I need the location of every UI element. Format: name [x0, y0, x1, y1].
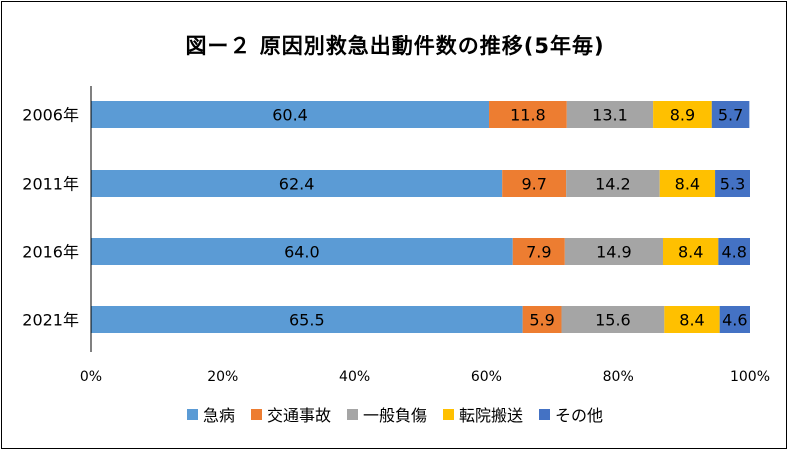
- data-label: 15.6: [595, 311, 631, 330]
- bar-segment: [502, 170, 567, 197]
- chart-title: 図ー２ 原因別救急出動件数の推移(5年毎): [185, 34, 605, 58]
- bar-segment: [718, 238, 750, 265]
- x-tick-label: 0%: [80, 369, 102, 385]
- data-label: 11.8: [510, 106, 546, 125]
- bar-segment: [659, 170, 716, 197]
- legend-item: 一般負傷: [346, 402, 427, 426]
- data-label: 5.7: [718, 106, 743, 125]
- data-label: 60.4: [272, 106, 308, 125]
- bar-segment: [91, 306, 523, 333]
- data-label: 5.9: [529, 311, 554, 330]
- bar-segment: [91, 170, 503, 197]
- bar-segment: [663, 238, 719, 265]
- category-label: 2006年: [22, 106, 79, 125]
- legend-item: 転院搬送: [443, 402, 523, 426]
- bar-segment: [719, 306, 750, 333]
- x-tick-label: 100%: [730, 369, 770, 385]
- bar-segment: [91, 101, 490, 128]
- bar-segment: [512, 238, 565, 265]
- bar-segment: [522, 306, 562, 333]
- bar-segment: [91, 238, 513, 265]
- x-tick-label: 80%: [603, 369, 634, 385]
- legend-item: 交通事故: [250, 402, 331, 426]
- x-tick-label: 20%: [207, 369, 238, 385]
- data-label: 4.6: [722, 311, 747, 330]
- data-label: 8.4: [679, 311, 704, 330]
- category-label: 2011年: [22, 175, 79, 194]
- category-label: 2016年: [22, 243, 79, 262]
- bar-segment: [564, 238, 664, 265]
- category-label: 2021年: [22, 311, 79, 330]
- bar-segment: [664, 306, 720, 333]
- data-label: 9.7: [521, 175, 546, 194]
- bar-segment: [489, 101, 567, 128]
- legend-label: 急病: [202, 406, 235, 425]
- bar-segment: [715, 170, 750, 197]
- data-label: 64.0: [284, 243, 320, 262]
- data-label: 62.4: [279, 175, 315, 194]
- data-label: 65.5: [289, 311, 325, 330]
- legend-item: 急病: [186, 402, 235, 426]
- data-label: 8.9: [670, 106, 695, 125]
- bar-segment: [653, 101, 712, 128]
- x-tick-label: 40%: [339, 369, 370, 385]
- legend-swatch: [443, 408, 454, 420]
- legend-label: 転院搬送: [459, 406, 524, 425]
- data-label: 13.1: [592, 106, 628, 125]
- bar-segment: [566, 170, 660, 197]
- data-label: 14.9: [596, 243, 632, 262]
- chart-legend: 急病 交通事故 一般負傷 転院搬送 その他: [0, 402, 790, 426]
- x-tick-label: 60%: [471, 369, 502, 385]
- data-label: 14.2: [595, 175, 631, 194]
- data-label: 4.8: [721, 243, 746, 262]
- legend-label: 一般負傷: [362, 406, 427, 425]
- legend-swatch: [186, 408, 198, 420]
- legend-swatch: [250, 408, 262, 420]
- data-label: 8.4: [675, 175, 700, 194]
- legend-swatch: [346, 408, 358, 420]
- data-label: 5.3: [720, 175, 745, 194]
- legend-item: その他: [539, 402, 603, 426]
- bar-segment: [711, 101, 750, 128]
- bar-segment: [561, 306, 665, 333]
- legend-label: 交通事故: [266, 406, 331, 425]
- bar-segment: [566, 101, 654, 128]
- data-label: 7.9: [526, 243, 551, 262]
- data-label: 8.4: [678, 243, 703, 262]
- legend-label: その他: [555, 406, 604, 425]
- legend-swatch: [539, 408, 551, 420]
